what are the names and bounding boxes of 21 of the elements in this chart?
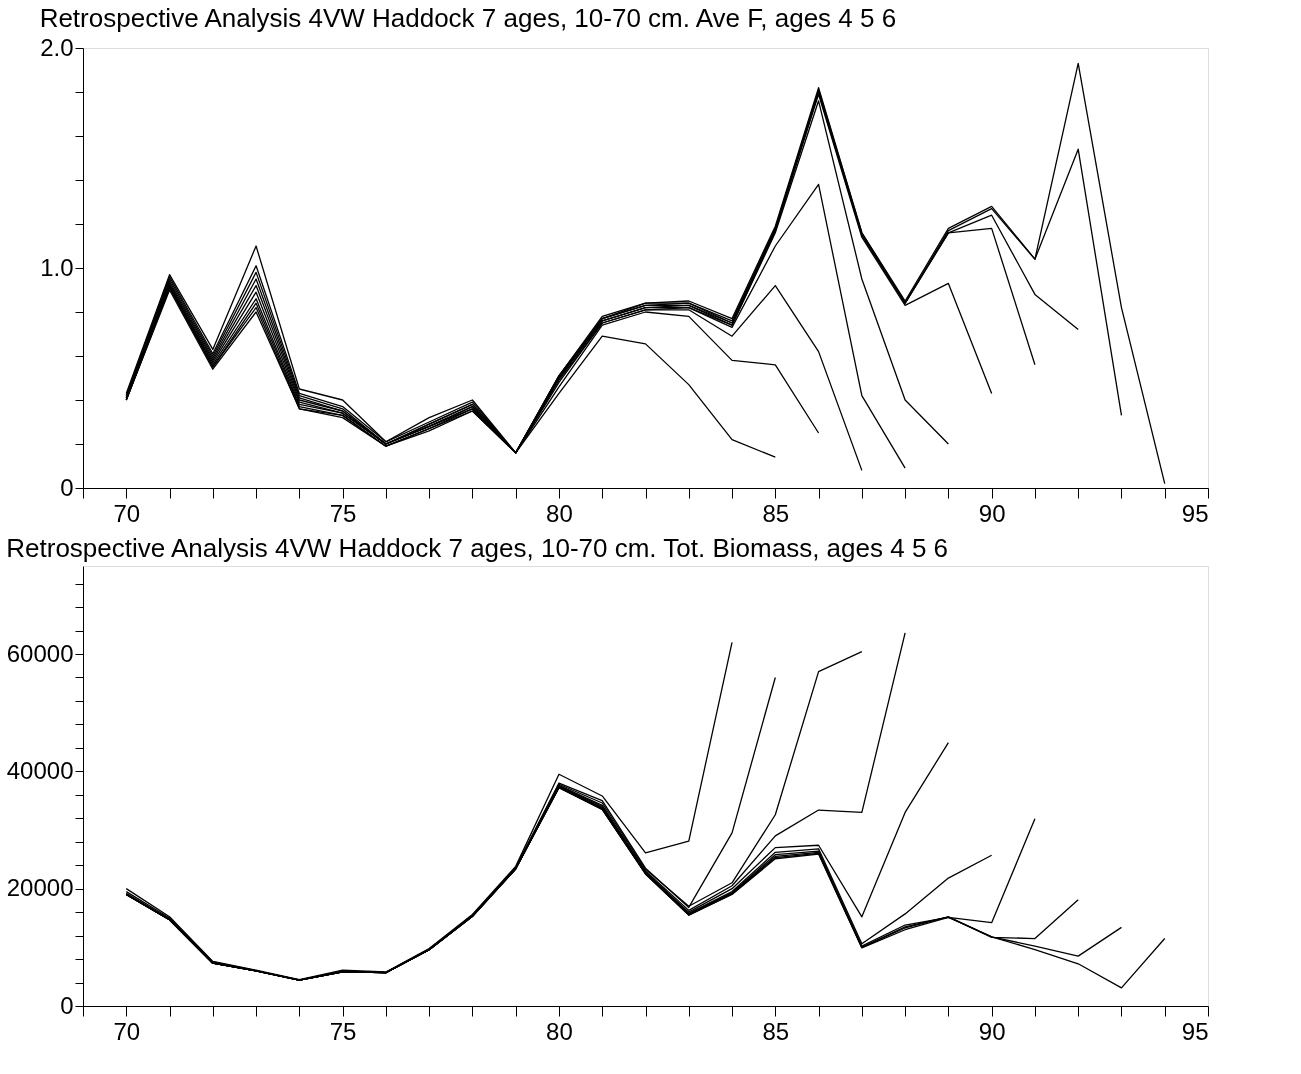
y-tick-label: 1.0 (40, 253, 74, 281)
x-tick-label: 85 (762, 499, 790, 527)
x-tick-label: 75 (329, 499, 357, 527)
x-tick-label: 90 (978, 499, 1006, 527)
x-tick-label: 70 (113, 1017, 141, 1045)
y-tick-label: 0 (60, 991, 74, 1019)
y-tick-label: 20000 (6, 874, 74, 902)
y-tick-label: 0 (60, 473, 74, 501)
x-tick-label: 75 (329, 1017, 357, 1045)
x-tick-label: 70 (113, 499, 141, 527)
x-tick-label: 85 (762, 1017, 790, 1045)
y-tick-label: 2.0 (40, 33, 74, 61)
x-tick-label: 80 (546, 1017, 573, 1045)
x-tick-label: 90 (978, 1017, 1006, 1045)
x-tick-label: 95 (1181, 499, 1209, 527)
x-tick-label: 80 (546, 499, 573, 527)
x-tick-label: 95 (1181, 1017, 1209, 1045)
y-tick-label: 60000 (6, 639, 74, 667)
chart-title: Retrospective Analysis 4VW Haddock 7 ages, 10-70 cm. Ave F, ages 4 5 6 (39, 3, 897, 33)
chart-title: Retrospective Analysis 4VW Haddock 7 ages, 10-70 cm. Tot. Biomass, ages 4 5 6 (6, 533, 949, 563)
y-tick-label: 40000 (6, 756, 74, 784)
